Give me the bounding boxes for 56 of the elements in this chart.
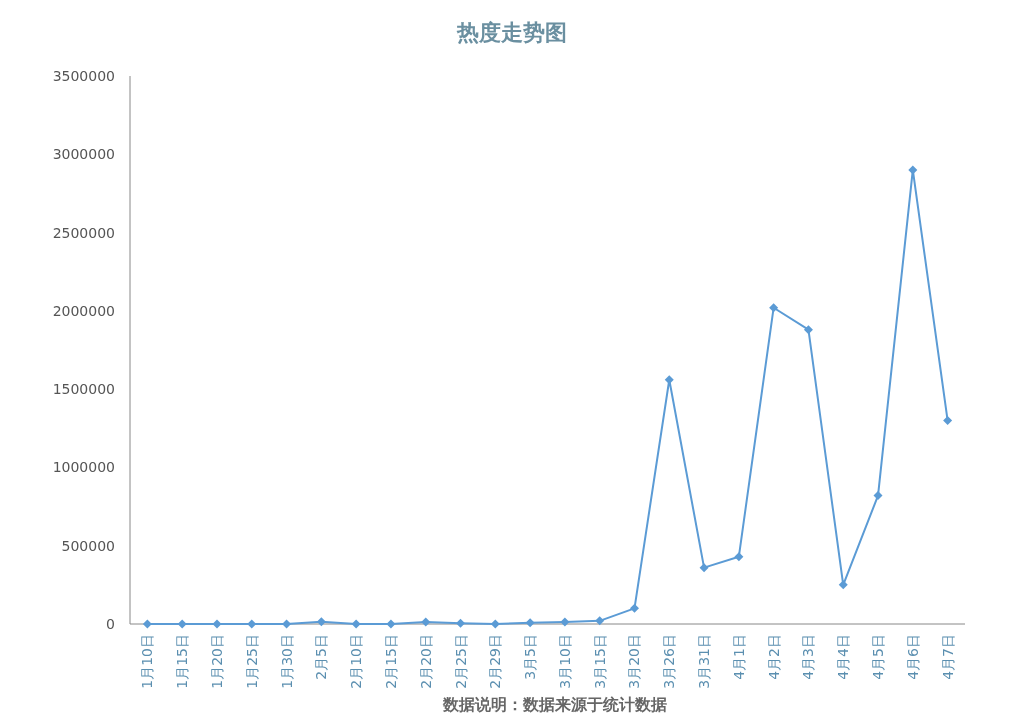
x-tick-label: 2月15日 [382,634,399,689]
x-tick-label: 4月4日 [835,634,852,680]
y-tick-label: 3500000 [52,68,115,84]
x-tick-label: 3月26日 [661,634,678,689]
x-tick-label: 4月7日 [939,634,956,680]
x-tick-label: 3月15日 [591,634,608,689]
point [212,619,222,629]
point [421,617,431,627]
x-tick-label: 4月5日 [870,634,887,680]
x-tick-label: 1月25日 [243,634,260,689]
point [142,619,152,629]
x-tick-label: 1月30日 [278,634,295,689]
x-tick-label: 3月20日 [626,634,643,689]
x-tick-label: 4月1日 [730,634,747,680]
x-tick-label: 4月2日 [765,634,782,680]
chart-title: 热度走势图 [456,20,567,45]
y-tick-label: 500000 [61,537,115,554]
point [177,619,187,629]
x-tick-label: 2月5日 [313,634,330,680]
y-tick-label: 1500000 [52,381,115,398]
point [386,619,396,629]
x-tick-label: 2月29日 [487,634,504,689]
x-tick-label: 4月6日 [904,634,921,680]
x-tick-label: 1月20日 [208,634,225,689]
point [595,616,605,626]
point [838,580,848,590]
x-tick-label: 2月20日 [417,634,434,689]
x-tick-label: 2月10日 [348,634,365,689]
point [629,603,639,613]
y-tick-label: 1000000 [52,459,115,476]
point [734,552,744,562]
point [525,618,535,628]
point [316,617,326,627]
x-tick-label: 3月10日 [556,634,573,689]
y-tick-label: 3000000 [52,146,115,163]
point [803,325,813,335]
point [908,165,918,175]
text: 数据说明：数据来源于统计数据 [442,695,667,714]
point [560,617,570,627]
y-tick-label: 2500000 [52,224,115,241]
x-tick-label: 2月25日 [452,634,469,689]
point [456,618,466,628]
point [282,619,292,629]
point [769,303,779,313]
point [351,619,361,629]
x-tick-label: 3月5日 [522,634,539,680]
y-tick-label: 0 [106,616,115,632]
point [943,415,953,425]
y-tick-label: 2000000 [52,302,115,319]
point [699,563,709,573]
point [490,619,500,629]
x-tick-label: 1月15日 [174,634,191,689]
x-tick-label: 1月10日 [139,634,156,689]
point [873,491,883,501]
x-tick-label: 4月3日 [800,634,817,680]
x-tick-label: 3月31日 [696,634,713,689]
